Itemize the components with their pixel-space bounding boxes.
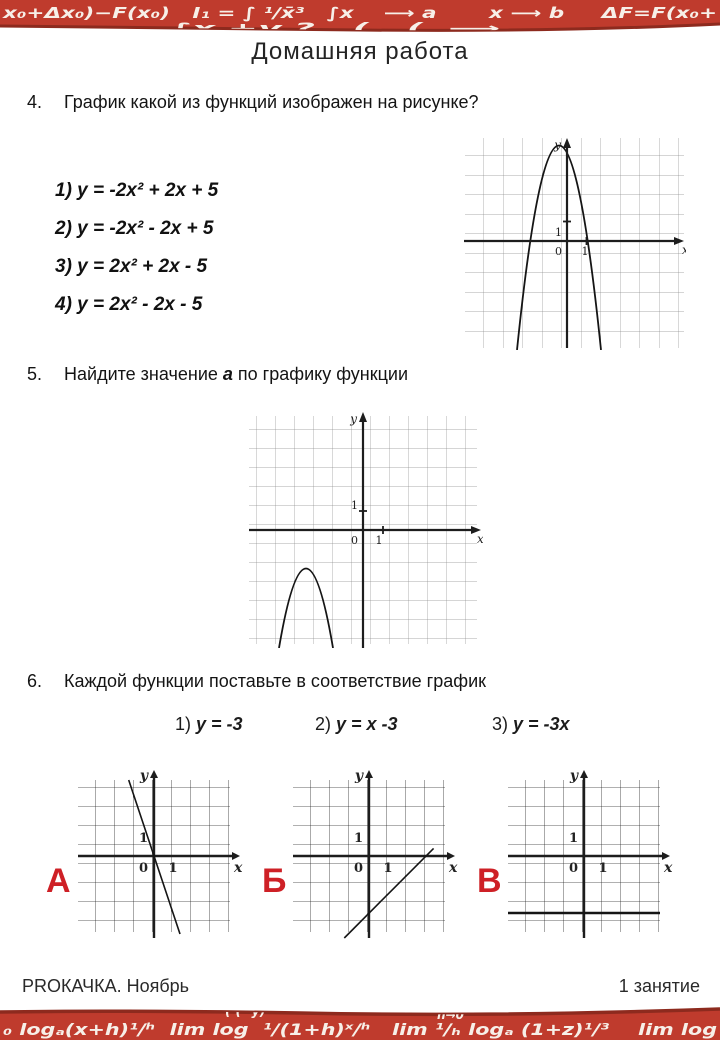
y-axis-label: y	[354, 768, 364, 784]
footer-ribbon: ( ( -y) h→0 ₀ logₐ(x+h)¹∕ʰ lim log ¹∕(1+…	[0, 1004, 720, 1040]
y-axis-arrow-icon	[365, 770, 373, 778]
origin-label: 0	[351, 534, 358, 547]
question-4: 4. График какой из функций изображен на р…	[27, 92, 479, 113]
line-curve	[343, 847, 435, 939]
y-axis-label: y	[553, 138, 561, 152]
y-axis-label: y	[139, 768, 149, 784]
question-5-text: Найдите значение	[64, 364, 223, 384]
option-2: 2) y = -2x² - 2x + 5	[55, 218, 214, 239]
graph-letter-b: Б	[262, 862, 287, 900]
option-4: 4) y = 2x² - 2x - 5	[55, 294, 203, 315]
question-4-graph: y x 1 0 1	[464, 138, 686, 350]
footer-brand: PROКАЧКА. Ноябрь	[22, 976, 190, 996]
y-unit-label: 1	[555, 226, 562, 239]
graph-v: y x 1 0 1	[508, 768, 673, 938]
question-6-number: 6.	[27, 671, 43, 691]
function-3-formula: y = -3x	[513, 714, 570, 734]
question-5-graph: y x 1 0 1	[249, 412, 483, 648]
y-axis-arrow-icon	[359, 412, 367, 422]
x-unit-label: 1	[376, 534, 383, 547]
y-unit-label: 1	[354, 831, 363, 846]
x-axis-arrow-icon	[232, 852, 240, 860]
x-axis-arrow-icon	[662, 852, 670, 860]
x-unit-label: 1	[598, 861, 607, 876]
function-2: 2) y = x -3	[315, 714, 398, 735]
option-3: 3) y = 2x² + 2x - 5	[55, 256, 208, 277]
graph-a: y x 1 0 1	[78, 768, 243, 938]
y-axis-arrow-icon	[150, 770, 158, 778]
line-curve	[127, 779, 181, 935]
origin-label: 0	[569, 861, 578, 876]
y-axis-label: y	[569, 768, 579, 784]
y-axis-arrow-icon	[580, 770, 588, 778]
function-2-formula: y = x -3	[336, 714, 398, 734]
graph-letter-a: А	[46, 862, 71, 900]
function-2-index: 2)	[315, 714, 337, 734]
footer-ribbon-edge	[0, 1007, 720, 1017]
question-5-emphasis: а	[222, 364, 233, 384]
y-axis-label: y	[349, 412, 357, 426]
x-axis-label: x	[663, 860, 673, 876]
x-unit-label: 1	[383, 861, 392, 876]
grid	[465, 138, 684, 348]
x-axis-arrow-icon	[471, 526, 481, 534]
footer-formula-fragment: ( ( -y)	[225, 1004, 266, 1019]
origin-label: 0	[555, 245, 562, 258]
page-title: Домашняя работа	[251, 38, 469, 65]
x-axis-label: x	[233, 860, 243, 876]
x-axis-arrow-icon	[674, 237, 684, 245]
graph-letter-v: В	[477, 862, 502, 900]
question-4-text: График какой из функций изображен на рис…	[64, 92, 479, 112]
y-unit-label: 1	[569, 831, 578, 846]
origin-label: 0	[354, 861, 363, 876]
x-axis-label: x	[477, 532, 483, 546]
function-1: 1) y = -3	[175, 714, 243, 735]
header-formula-line2: ∫x +y ? ( ( ⟶	[170, 21, 500, 37]
parabola-curve	[516, 144, 602, 350]
option-1: 1) y = -2x² + 2x + 5	[55, 180, 219, 201]
x-axis-label: x	[448, 860, 458, 876]
y-unit-label: 1	[351, 499, 358, 512]
x-axis-arrow-icon	[447, 852, 455, 860]
x-axis-label: x	[682, 243, 686, 257]
header-ribbon: x₀+Δx₀)−F(x₀) I₁ = ∫ ¹∕x̄³ ∫x ⟶ a x ⟶ b …	[0, 0, 720, 37]
question-6: 6. Каждой функции поставьте в соответстви…	[27, 671, 486, 692]
footer-lesson: 1 занятие	[618, 976, 700, 996]
x-unit-label: 1	[582, 245, 589, 258]
function-1-formula: y = -3	[196, 714, 243, 734]
function-1-index: 1)	[175, 714, 197, 734]
question-4-number: 4.	[27, 92, 43, 112]
x-unit-label: 1	[168, 861, 177, 876]
question-4-options: 1) y = -2x² + 2x + 5 2) y = -2x² - 2x + …	[55, 178, 218, 330]
y-axis-arrow-icon	[563, 138, 571, 148]
header-ribbon-edge	[0, 22, 720, 32]
footer-formula-line1: ₀ logₐ(x+h)¹∕ʰ lim log ¹∕(1+h)ˣ∕ʰ lim ¹∕…	[3, 1020, 717, 1039]
header-formula-line1: x₀+Δx₀)−F(x₀) I₁ = ∫ ¹∕x̄³ ∫x ⟶ a x ⟶ b …	[2, 4, 717, 22]
parabola-curve	[278, 567, 334, 648]
origin-label: 0	[139, 861, 148, 876]
graph-b: y x 1 0 1	[293, 768, 458, 939]
question-5: 5. Найдите значение а по графику функции	[27, 364, 408, 385]
footer-ribbon-shape	[0, 1009, 720, 1040]
question-5-number: 5.	[27, 364, 43, 384]
function-3-index: 3)	[492, 714, 514, 734]
header-ribbon-shape	[0, 0, 720, 31]
y-unit-label: 1	[139, 831, 148, 846]
question-5-text-after: по графику функции	[232, 364, 409, 384]
function-3: 3) y = -3x	[492, 714, 570, 735]
question-6-text: Каждой функции поставьте в соответствие …	[64, 671, 486, 691]
